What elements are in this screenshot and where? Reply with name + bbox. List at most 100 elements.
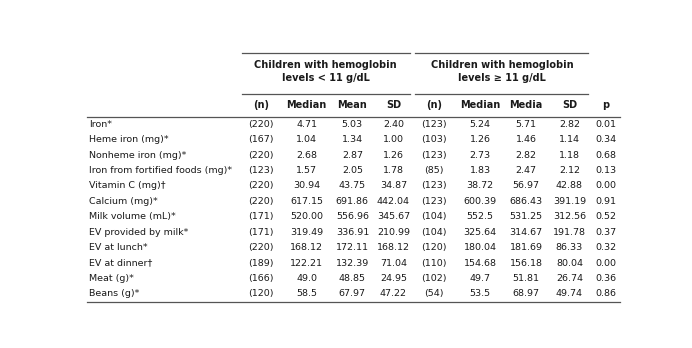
Text: (220): (220)	[248, 120, 273, 129]
Text: 2.47: 2.47	[516, 166, 536, 175]
Text: 442.04: 442.04	[377, 197, 410, 206]
Text: (110): (110)	[421, 259, 447, 268]
Text: 2.05: 2.05	[342, 166, 363, 175]
Text: 0.00: 0.00	[595, 259, 616, 268]
Text: 181.69: 181.69	[509, 243, 543, 252]
Text: 47.22: 47.22	[380, 290, 407, 299]
Text: 319.49: 319.49	[290, 228, 323, 237]
Text: 26.74: 26.74	[556, 274, 583, 283]
Text: 67.97: 67.97	[339, 290, 366, 299]
Text: 391.19: 391.19	[553, 197, 586, 206]
Text: Meat (g)*: Meat (g)*	[89, 274, 134, 283]
Text: Mean: Mean	[338, 100, 367, 110]
Text: 617.15: 617.15	[290, 197, 323, 206]
Text: 2.40: 2.40	[383, 120, 404, 129]
Text: Beans (g)*: Beans (g)*	[89, 290, 139, 299]
Text: 600.39: 600.39	[464, 197, 497, 206]
Text: 2.87: 2.87	[342, 151, 363, 160]
Text: 0.52: 0.52	[595, 212, 616, 221]
Text: 156.18: 156.18	[509, 259, 543, 268]
Text: 2.73: 2.73	[470, 151, 491, 160]
Text: 5.03: 5.03	[342, 120, 363, 129]
Text: 168.12: 168.12	[290, 243, 323, 252]
Text: 0.91: 0.91	[595, 197, 616, 206]
Text: (220): (220)	[248, 243, 273, 252]
Text: 5.24: 5.24	[470, 120, 491, 129]
Text: Milk volume (mL)*: Milk volume (mL)*	[89, 212, 175, 221]
Text: 520.00: 520.00	[290, 212, 323, 221]
Text: EV at dinner†: EV at dinner†	[89, 259, 152, 268]
Text: (123): (123)	[421, 197, 447, 206]
Text: Media: Media	[509, 100, 543, 110]
Text: 42.88: 42.88	[556, 181, 583, 190]
Text: 4.71: 4.71	[296, 120, 317, 129]
Text: (171): (171)	[248, 212, 273, 221]
Text: 1.00: 1.00	[383, 135, 404, 144]
Text: 556.96: 556.96	[336, 212, 369, 221]
Text: 58.5: 58.5	[296, 290, 317, 299]
Text: 154.68: 154.68	[464, 259, 497, 268]
Text: 191.78: 191.78	[553, 228, 586, 237]
Text: 1.57: 1.57	[296, 166, 317, 175]
Text: 2.82: 2.82	[516, 151, 536, 160]
Text: Calcium (mg)*: Calcium (mg)*	[89, 197, 157, 206]
Text: Children with hemoglobin
levels < 11 g/dL: Children with hemoglobin levels < 11 g/d…	[255, 60, 397, 84]
Text: 24.95: 24.95	[380, 274, 407, 283]
Text: EV at lunch*: EV at lunch*	[89, 243, 147, 252]
Text: Nonheme iron (mg)*: Nonheme iron (mg)*	[89, 151, 186, 160]
Text: 5.71: 5.71	[516, 120, 536, 129]
Text: 686.43: 686.43	[509, 197, 543, 206]
Text: (123): (123)	[421, 181, 447, 190]
Text: 53.5: 53.5	[470, 290, 491, 299]
Text: 1.46: 1.46	[516, 135, 536, 144]
Text: SD: SD	[562, 100, 577, 110]
Text: (167): (167)	[248, 135, 273, 144]
Text: 0.36: 0.36	[595, 274, 616, 283]
Text: 48.85: 48.85	[339, 274, 366, 283]
Text: 49.74: 49.74	[556, 290, 583, 299]
Text: Vitamin C (mg)†: Vitamin C (mg)†	[89, 181, 165, 190]
Text: (220): (220)	[248, 181, 273, 190]
Text: (85): (85)	[425, 166, 444, 175]
Text: (189): (189)	[248, 259, 273, 268]
Text: (104): (104)	[421, 228, 447, 237]
Text: 314.67: 314.67	[509, 228, 543, 237]
Text: 49.0: 49.0	[296, 274, 317, 283]
Text: 30.94: 30.94	[293, 181, 320, 190]
Text: 2.68: 2.68	[296, 151, 317, 160]
Text: 691.86: 691.86	[336, 197, 369, 206]
Text: 1.18: 1.18	[559, 151, 580, 160]
Text: (120): (120)	[421, 243, 447, 252]
Text: (123): (123)	[421, 120, 447, 129]
Text: 80.04: 80.04	[556, 259, 583, 268]
Text: 336.91: 336.91	[336, 228, 369, 237]
Text: 168.12: 168.12	[377, 243, 410, 252]
Text: 0.13: 0.13	[595, 166, 616, 175]
Text: 49.7: 49.7	[470, 274, 491, 283]
Text: (120): (120)	[248, 290, 273, 299]
Text: 325.64: 325.64	[464, 228, 497, 237]
Text: 0.37: 0.37	[595, 228, 616, 237]
Text: 1.78: 1.78	[383, 166, 404, 175]
Text: (220): (220)	[248, 151, 273, 160]
Text: 345.67: 345.67	[376, 212, 410, 221]
Text: 0.34: 0.34	[595, 135, 616, 144]
Text: Median: Median	[286, 100, 327, 110]
Text: 1.04: 1.04	[296, 135, 317, 144]
Text: 0.68: 0.68	[595, 151, 616, 160]
Text: 1.14: 1.14	[559, 135, 580, 144]
Text: 0.86: 0.86	[595, 290, 616, 299]
Text: 2.12: 2.12	[559, 166, 580, 175]
Text: 122.21: 122.21	[290, 259, 323, 268]
Text: 51.81: 51.81	[513, 274, 540, 283]
Text: 0.01: 0.01	[595, 120, 616, 129]
Text: Median: Median	[460, 100, 500, 110]
Text: Children with hemoglobin
levels ≥ 11 g/dL: Children with hemoglobin levels ≥ 11 g/d…	[430, 60, 573, 84]
Text: 71.04: 71.04	[380, 259, 407, 268]
Text: Heme iron (mg)*: Heme iron (mg)*	[89, 135, 168, 144]
Text: (103): (103)	[421, 135, 447, 144]
Text: (171): (171)	[248, 228, 273, 237]
Text: 552.5: 552.5	[466, 212, 493, 221]
Text: Iron from fortified foods (mg)*: Iron from fortified foods (mg)*	[89, 166, 232, 175]
Text: 1.34: 1.34	[342, 135, 363, 144]
